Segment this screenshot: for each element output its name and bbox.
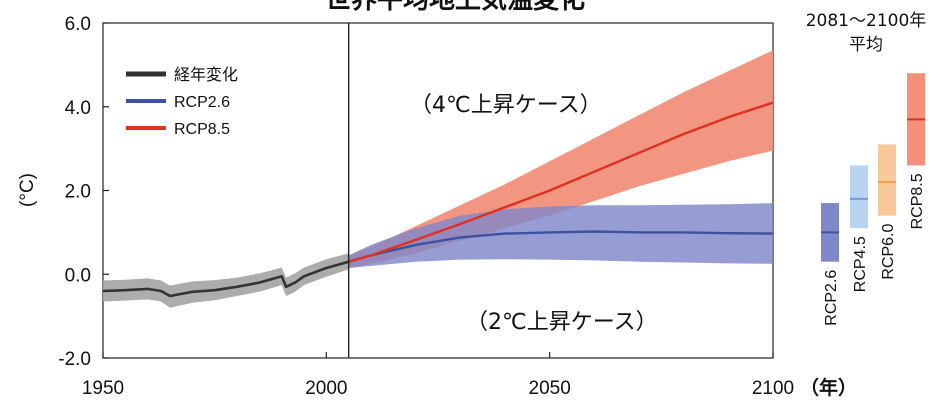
box-label-rcp26: RCP2.6 [823,270,840,326]
x-tick-label: 1950 [82,378,124,399]
line-historical [102,260,350,298]
series-lines [102,101,774,298]
side-panel-title-line2: 平均 [849,35,883,55]
chart-title: 世界平均地上気温変化 [325,0,585,15]
line-rcp85 [348,101,774,263]
line-rcp26 [348,230,774,263]
y-axis-label: (°C) [17,173,38,207]
box-label-rcp60: RCP6.0 [880,224,897,280]
range-box-rcp45 [850,165,868,229]
legend-label-rcp26: RCP2.6 [174,94,230,111]
annotation-2c: （2℃上昇ケース） [466,310,658,335]
y-tick-label: 2.0 [65,182,91,203]
side-panel-title-line1: 2081～2100年 [806,11,927,31]
x-tick-label: 2050 [529,378,571,399]
x-axis-unit: （年） [800,376,857,399]
axis-ticks: 1950 2000 2050 2100 6.0 4.0 2.0 0.0 -2.0 [58,14,794,399]
box-label-rcp45: RCP4.5 [852,236,869,292]
legend: 経年変化 RCP2.6 RCP8.5 [126,66,238,138]
uncertainty-bands [103,50,773,308]
legend-label-historical: 経年変化 [174,66,238,84]
plot-area [102,22,774,359]
band-rcp85 [348,50,773,269]
y-tick-label: -2.0 [58,349,91,370]
legend-label-rcp85: RCP8.5 [174,121,230,138]
band-rcp26 [348,203,773,268]
annotation-4c: （4℃上昇ケース） [410,93,602,118]
x-tick-label: 2100 [752,378,794,399]
side-panel-boxes: RCP2.6 RCP4.5 RCP6.0 RCP8.5 [821,73,926,326]
x-tick-label: 2000 [305,378,347,399]
range-box-rcp60 [878,144,896,216]
box-label-rcp85: RCP8.5 [909,173,926,229]
y-tick-label: 0.0 [65,265,91,286]
y-tick-label: 6.0 [65,14,91,35]
y-tick-label: 4.0 [65,98,91,119]
